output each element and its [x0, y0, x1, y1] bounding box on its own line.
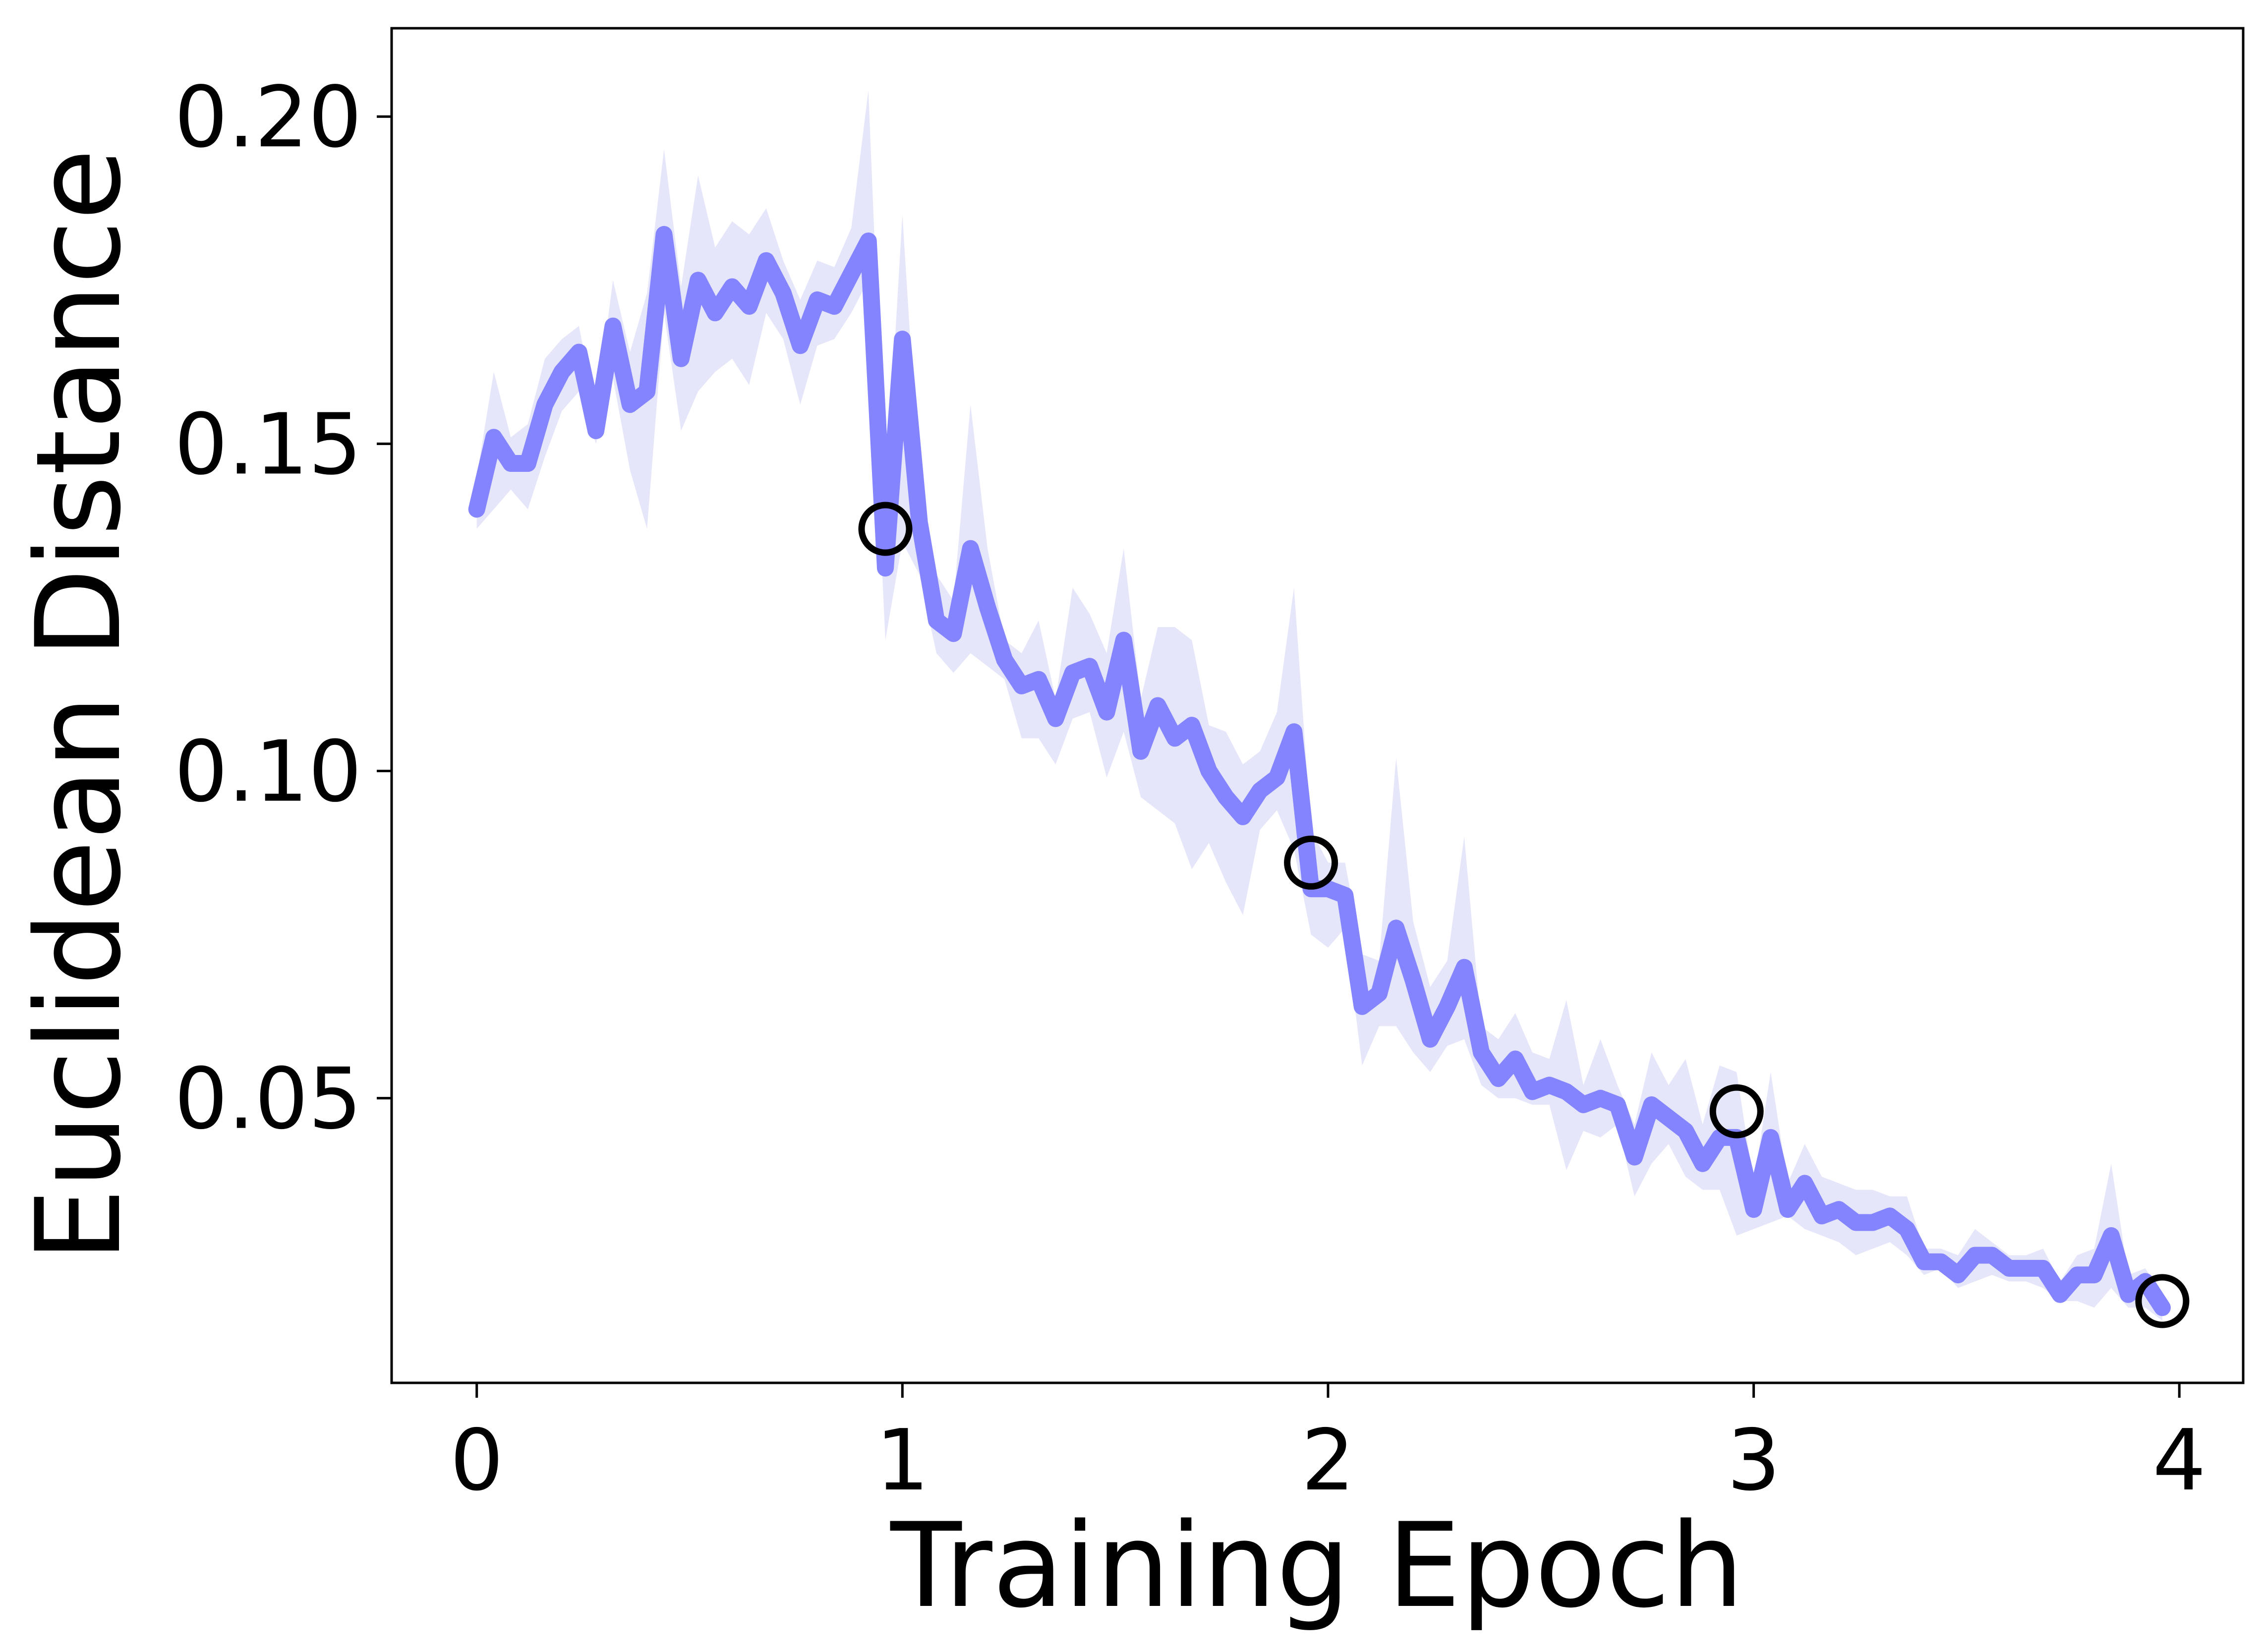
x-tick-label: 3 — [1727, 1412, 1781, 1510]
confidence-band — [476, 90, 2162, 1321]
series-line-layer — [468, 226, 2171, 1316]
x-tick-label: 1 — [875, 1412, 929, 1510]
confidence-band-layer — [476, 90, 2162, 1321]
epoch-marker — [1284, 835, 1338, 890]
x-tick-label: 0 — [450, 1412, 504, 1510]
epoch-marker — [858, 502, 913, 556]
epoch-marker — [2135, 1274, 2190, 1328]
y-tick-label: 0.20 — [174, 68, 362, 167]
y-tick-label: 0.15 — [174, 396, 362, 494]
y-axis-label: Euclidean Distance — [11, 149, 147, 1262]
epoch-marker — [1709, 1084, 1764, 1139]
y-tick-label: 0.10 — [174, 723, 362, 821]
x-tick-label: 4 — [2152, 1412, 2206, 1510]
series-line — [468, 226, 2171, 1316]
marker-layer — [858, 502, 2190, 1328]
y-tick-label: 0.05 — [174, 1050, 362, 1148]
x-axis-label: Training Epoch — [890, 1498, 1744, 1634]
x-tick-label: 2 — [1301, 1412, 1355, 1510]
plot-frame — [390, 27, 2245, 1384]
y-axis-ticks: 0.05 0.10 0.15 0.20 — [174, 68, 392, 1148]
x-axis-ticks: 0 1 2 3 4 — [450, 1383, 2206, 1510]
